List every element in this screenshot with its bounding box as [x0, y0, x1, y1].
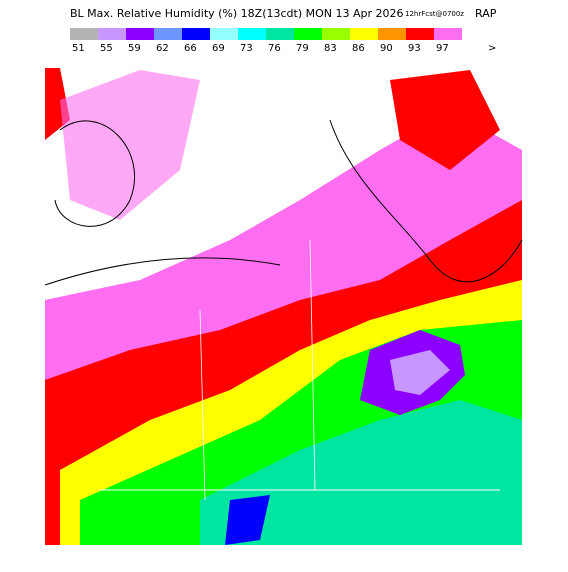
- legend-swatch: [70, 28, 98, 40]
- legend-label: 59: [128, 43, 141, 54]
- legend-label: 83: [324, 43, 337, 54]
- model: RAP: [475, 7, 497, 20]
- map: [44, 68, 523, 545]
- legend-label: 55: [100, 43, 113, 54]
- colorbar: 51 55 59 62 66 69 73 76 79 83 86 90 93 97 >: [70, 28, 496, 54]
- humid-zone: [390, 350, 450, 395]
- legend-swatch: [126, 28, 154, 40]
- legend-swatch: [154, 28, 182, 40]
- contour: [54, 120, 136, 227]
- contour: [44, 257, 281, 286]
- legend-swatch: [266, 28, 294, 40]
- legend-label: 86: [352, 43, 365, 54]
- legend-label: 93: [408, 43, 421, 54]
- legend-label: 69: [212, 43, 225, 54]
- legend-label: 97: [436, 43, 449, 54]
- legend-label: 66: [184, 43, 197, 54]
- legend-swatch: [98, 28, 126, 40]
- legend-swatch: [350, 28, 378, 40]
- humid-zone: [390, 70, 500, 170]
- legend-label: 76: [268, 43, 281, 54]
- legend-swatch: [406, 28, 434, 40]
- legend-label: 62: [156, 43, 169, 54]
- humid-zone: [225, 495, 270, 545]
- forecast: 12hrFcst@0700z: [405, 10, 464, 18]
- legend-swatch: [434, 28, 462, 40]
- legend-label: 51: [72, 43, 85, 54]
- legend-swatch: [210, 28, 238, 40]
- legend-swatch: [294, 28, 322, 40]
- legend-label: 90: [380, 43, 393, 54]
- legend-label: 73: [240, 43, 253, 54]
- contour: [329, 119, 523, 283]
- state-border: [199, 239, 316, 501]
- legend-swatch: [322, 28, 350, 40]
- legend-swatch: [378, 28, 406, 40]
- legend-more: >: [488, 43, 496, 54]
- title: BL Max. Relative Humidity (%) 18Z(13cdt)…: [70, 7, 404, 20]
- humid-zone: [200, 400, 522, 545]
- humid-zone: [60, 70, 200, 220]
- legend-label: 79: [296, 43, 309, 54]
- legend-swatch: [238, 28, 266, 40]
- legend-swatch: [182, 28, 210, 40]
